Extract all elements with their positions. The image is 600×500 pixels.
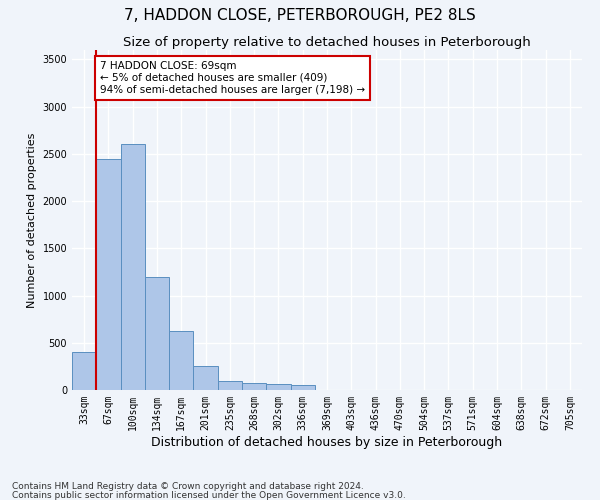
X-axis label: Distribution of detached houses by size in Peterborough: Distribution of detached houses by size …	[151, 436, 503, 448]
Bar	[169, 332, 193, 390]
Bar	[266, 384, 290, 390]
Bar	[242, 384, 266, 390]
Bar	[121, 144, 145, 390]
Bar	[145, 276, 169, 390]
Y-axis label: Number of detached properties: Number of detached properties	[27, 132, 37, 308]
Text: Contains HM Land Registry data © Crown copyright and database right 2024.: Contains HM Land Registry data © Crown c…	[12, 482, 364, 491]
Bar	[290, 386, 315, 390]
Text: 7, HADDON CLOSE, PETERBOROUGH, PE2 8LS: 7, HADDON CLOSE, PETERBOROUGH, PE2 8LS	[124, 8, 476, 22]
Bar	[72, 352, 96, 390]
Bar	[96, 158, 121, 390]
Title: Size of property relative to detached houses in Peterborough: Size of property relative to detached ho…	[123, 36, 531, 49]
Text: 7 HADDON CLOSE: 69sqm
← 5% of detached houses are smaller (409)
94% of semi-deta: 7 HADDON CLOSE: 69sqm ← 5% of detached h…	[100, 62, 365, 94]
Bar	[193, 366, 218, 390]
Text: Contains public sector information licensed under the Open Government Licence v3: Contains public sector information licen…	[12, 490, 406, 500]
Bar	[218, 380, 242, 390]
